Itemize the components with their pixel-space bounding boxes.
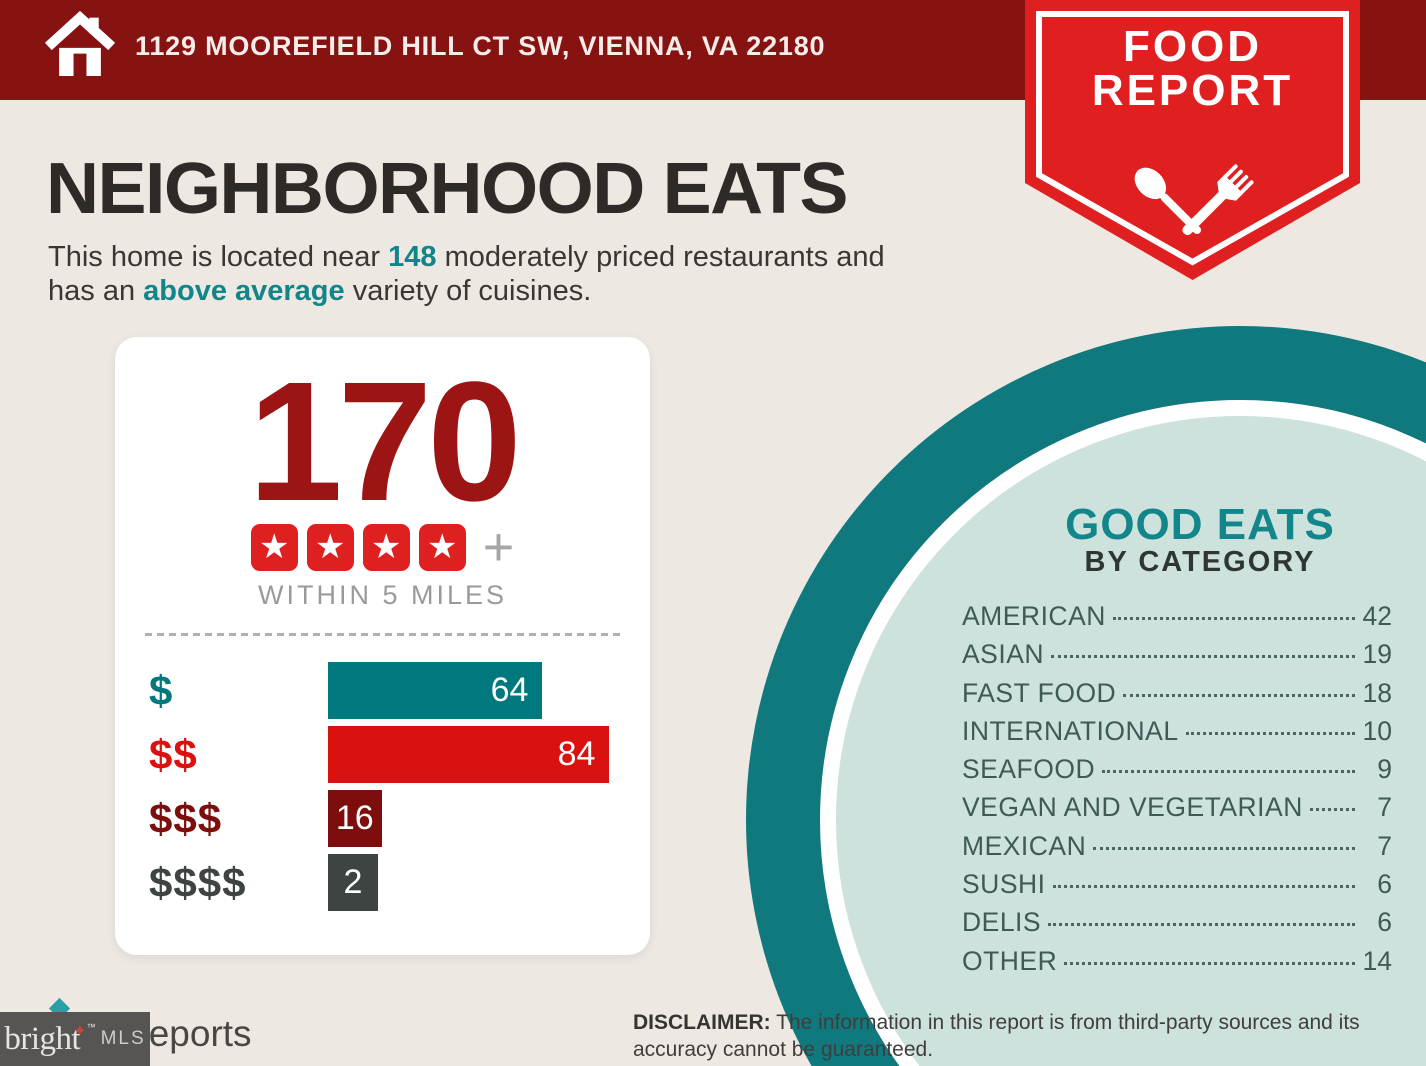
category-name: VEGAN AND VEGETARIAN <box>962 792 1303 823</box>
price-bar-value: 84 <box>557 735 596 773</box>
bright-mls-logo: bright ✦ ™ MLS <box>0 1012 150 1066</box>
page-title: NEIGHBORHOOD EATS <box>46 149 848 229</box>
price-bar-chart: $ 64 $$ 84 $$$ 16 $$$$ 2 <box>115 662 650 918</box>
dotted-leader <box>1309 808 1355 812</box>
dashed-divider <box>145 633 620 636</box>
dotted-leader <box>1093 846 1355 850</box>
total-restaurants: 170 <box>248 347 522 537</box>
intro-text: This home is located near 148 moderately… <box>48 240 988 308</box>
category-row: MEXICAN 7 <box>962 831 1392 869</box>
disclaimer-text: DISCLAIMER: The information in this repo… <box>633 1010 1405 1064</box>
dotted-leader <box>1112 617 1355 620</box>
star-icon: ★ <box>306 523 354 571</box>
intro-mid1: moderately priced restaurants and <box>436 241 885 273</box>
category-name: FAST FOOD <box>962 677 1117 708</box>
category-value: 7 <box>1377 830 1392 861</box>
category-name: INTERNATIONAL <box>962 715 1179 746</box>
price-bar-value: 16 <box>335 799 374 837</box>
trademark-symbol: ™ <box>86 1022 96 1032</box>
star-icon: ★ <box>418 523 466 571</box>
good-eats-title: GOOD EATS <box>1065 500 1335 549</box>
star-icon: ★ <box>250 523 298 571</box>
category-value: 10 <box>1362 715 1392 746</box>
price-bar-label: $$ <box>149 730 198 778</box>
category-row: OTHER 14 <box>962 946 1392 984</box>
price-bar: 64 <box>328 662 543 719</box>
home-icon <box>44 10 116 76</box>
radius-label: WITHIN 5 MILES <box>257 580 508 610</box>
star-glyph: ★ <box>258 528 290 566</box>
dotted-leader <box>1185 731 1355 735</box>
category-name: DELIS <box>962 907 1042 938</box>
category-row: ASIAN 19 <box>962 639 1392 677</box>
category-row: VEGAN AND VEGETARIAN 7 <box>962 792 1392 830</box>
category-row: INTERNATIONAL 10 <box>962 716 1392 754</box>
bright-wordmark: bright <box>4 1020 81 1057</box>
badge-title-line2: REPORT <box>1091 66 1294 115</box>
category-row: FAST FOOD 18 <box>962 678 1392 716</box>
star-glyph: ★ <box>426 528 458 566</box>
rating-stars-row: ★ ★ ★ ★ + <box>115 520 650 574</box>
price-row-1-dollar: $ 64 <box>115 662 650 719</box>
price-row-2-dollar: $$ 84 <box>115 726 650 783</box>
dotted-leader <box>1051 655 1355 659</box>
category-row: AMERICAN 42 <box>962 601 1392 639</box>
category-row: SUSHI 6 <box>962 869 1392 907</box>
category-name: OTHER <box>962 945 1058 976</box>
category-row: SEAFOOD 9 <box>962 754 1392 792</box>
category-value: 9 <box>1377 754 1392 785</box>
category-name: SEAFOOD <box>962 754 1096 785</box>
badge-shape <box>1025 0 1360 280</box>
star-icon: ★ <box>362 523 410 571</box>
category-value: 6 <box>1377 869 1392 900</box>
variety-highlight: above average <box>143 275 345 308</box>
dotted-leader <box>1052 885 1355 889</box>
category-value: 7 <box>1377 792 1392 823</box>
property-address: 1129 MOOREFIELD HILL CT SW, VIENNA, VA 2… <box>135 31 826 61</box>
category-list: AMERICAN 42 ASIAN 19 FAST FOOD 18 INTERNATI… <box>962 601 1392 984</box>
disclaimer-body: The information in this report is from t… <box>633 1011 1360 1061</box>
dotted-leader <box>1102 770 1355 774</box>
star-glyph: ★ <box>370 528 402 566</box>
badge-title-line1: FOOD <box>1122 22 1263 71</box>
price-bar-value: 64 <box>490 671 529 709</box>
category-name: ASIAN <box>962 639 1045 670</box>
price-row-4-dollar: $$$$ 2 <box>115 854 650 911</box>
disclaimer-label: DISCLAIMER: <box>633 1011 771 1034</box>
category-value: 6 <box>1377 907 1392 938</box>
price-bar-label: $$$$ <box>149 858 247 906</box>
intro-mid2: has an <box>48 275 144 308</box>
plus-icon: + <box>482 517 515 577</box>
price-bar: 84 <box>328 726 610 783</box>
price-row-3-dollar: $$$ 16 <box>115 790 650 847</box>
mls-wordmark: MLS <box>100 1028 146 1049</box>
intro-post: variety of cuisines. <box>344 275 592 308</box>
category-value: 42 <box>1362 601 1392 631</box>
category-name: AMERICAN <box>962 601 1106 631</box>
category-name: SUSHI <box>962 869 1046 900</box>
category-value: 14 <box>1362 945 1392 976</box>
price-bar-value: 2 <box>343 863 363 901</box>
intro-pre: This home is located near <box>48 241 389 273</box>
by-category-subtitle: BY CATEGORY <box>1084 546 1316 578</box>
price-bar: 2 <box>328 854 378 911</box>
dotted-leader <box>1064 961 1355 965</box>
category-value: 18 <box>1362 677 1392 708</box>
category-row: DELIS 6 <box>962 907 1392 945</box>
dotted-leader <box>1048 923 1355 927</box>
restaurant-count: 148 <box>388 241 437 273</box>
category-value: 19 <box>1362 639 1392 670</box>
price-bar-label: $$$ <box>149 794 223 842</box>
food-report-badge: FOOD REPORT <box>1025 0 1360 282</box>
utensils-icon <box>1134 164 1254 236</box>
category-name: MEXICAN <box>962 830 1087 861</box>
price-bar: 16 <box>328 790 382 847</box>
price-bar-label: $ <box>149 666 174 714</box>
dotted-leader <box>1123 693 1355 697</box>
summary-card: 170 ★ ★ ★ ★ + WITHIN 5 MILES $ 64 $$ 84 … <box>115 337 650 955</box>
star-glyph: ★ <box>314 528 346 566</box>
bright-star-icon: ✦ <box>73 1023 87 1040</box>
